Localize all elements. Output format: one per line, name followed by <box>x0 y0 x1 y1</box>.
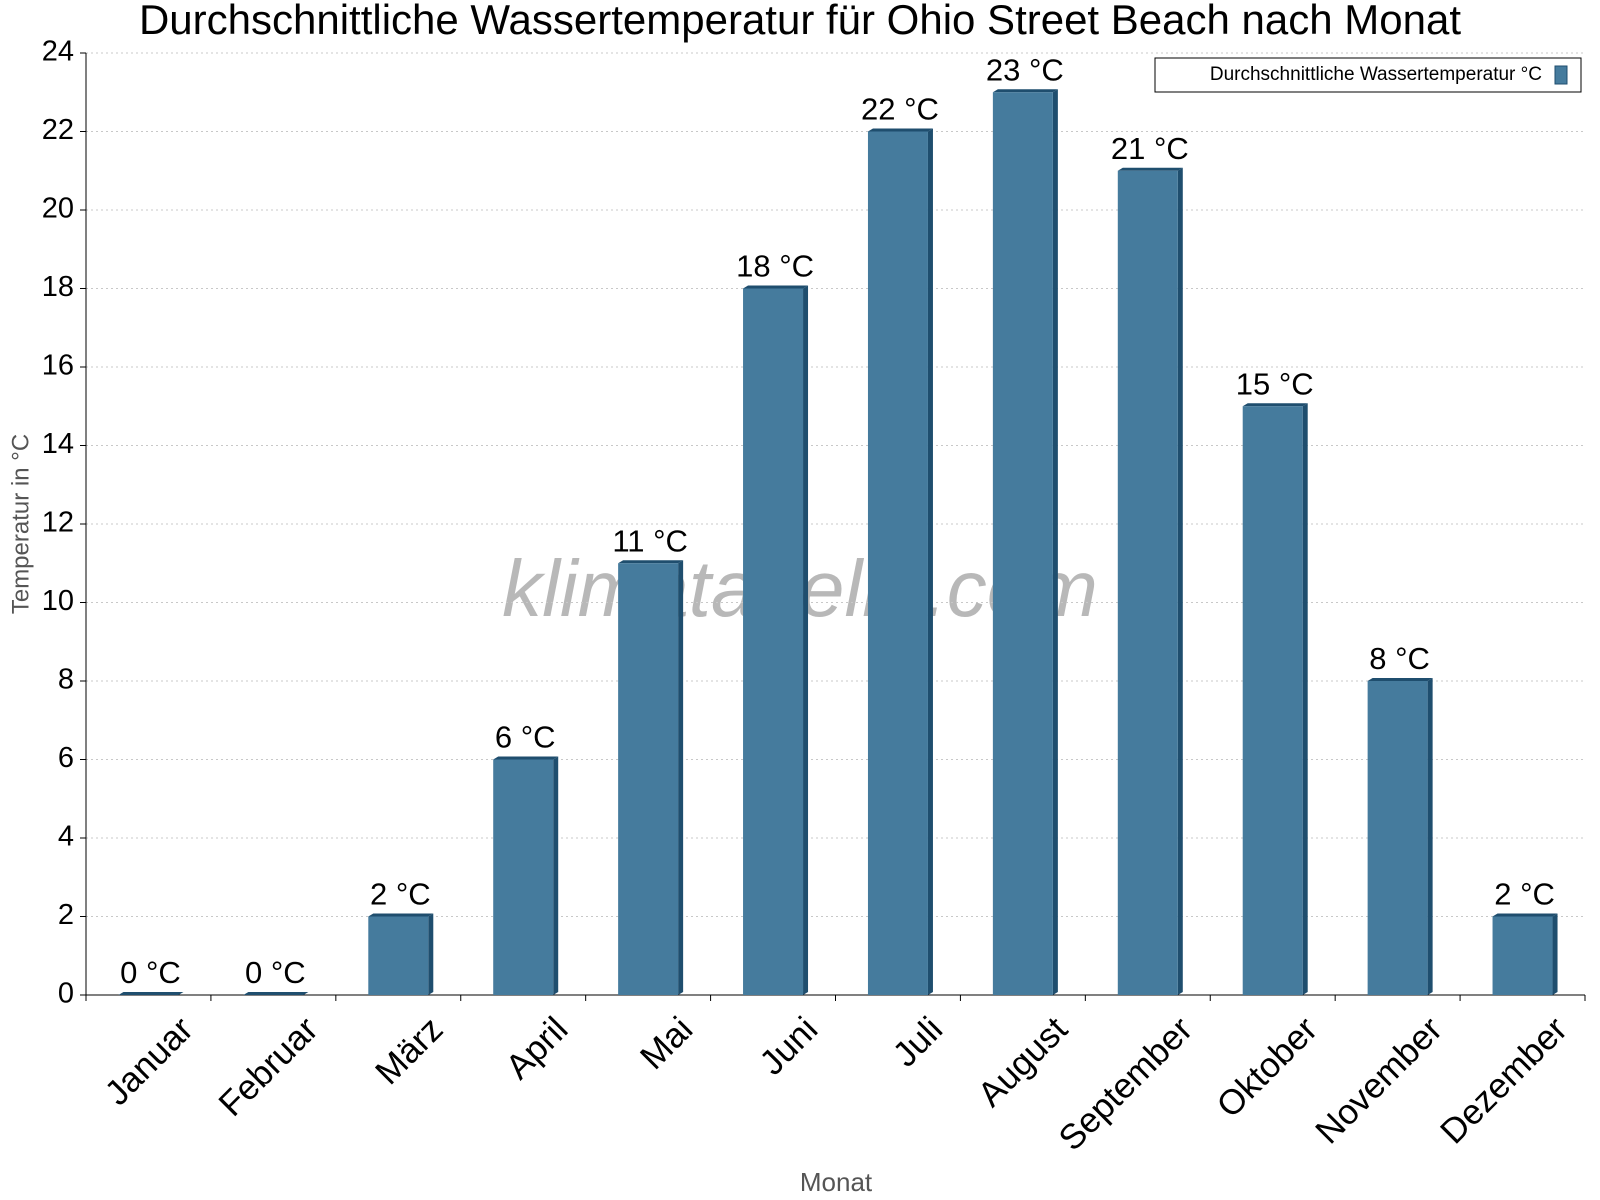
legend-swatch <box>1554 65 1568 85</box>
y-tick-label: 8 <box>58 664 74 696</box>
bar-top <box>1367 678 1433 681</box>
y-tick-label: 6 <box>58 742 74 774</box>
y-tick-label: 18 <box>42 271 74 303</box>
x-tick-label: Januar <box>97 1009 200 1112</box>
x-tick-label: August <box>970 1009 1075 1114</box>
bar-top <box>992 89 1058 93</box>
x-tick-label: Dezember <box>1433 1009 1575 1151</box>
y-tick-label: 0 <box>58 978 74 1010</box>
y-tick-label: 14 <box>42 428 74 460</box>
bar-side <box>1427 678 1433 995</box>
bar <box>1367 681 1428 995</box>
x-tick-label: März <box>368 1010 451 1093</box>
bar <box>1117 170 1178 995</box>
y-tick-label: 10 <box>42 585 74 617</box>
bar-side <box>803 285 809 995</box>
bar-side <box>678 560 684 995</box>
x-tick-label: April <box>498 1010 575 1087</box>
data-label: 18 °C <box>736 249 814 284</box>
y-tick-label: 24 <box>42 36 74 68</box>
y-tick-label: 2 <box>58 899 74 931</box>
chart-title: Durchschnittliche Wassertemperatur für O… <box>139 0 1461 43</box>
data-label: 21 °C <box>1111 131 1189 166</box>
bar-side <box>1177 167 1183 995</box>
y-tick-label: 20 <box>42 193 74 225</box>
x-tick-label: November <box>1308 1009 1450 1151</box>
bar-top <box>1242 403 1308 407</box>
data-label: 11 °C <box>612 523 688 558</box>
bar-side <box>1552 913 1558 995</box>
y-tick-label: 4 <box>58 821 74 853</box>
bar <box>368 916 429 995</box>
bar-top <box>867 128 933 132</box>
y-tick-label: 16 <box>42 350 74 382</box>
bar <box>743 288 804 995</box>
bar-side <box>927 128 933 995</box>
x-tick-label: Mai <box>633 1010 700 1077</box>
bar-top <box>743 285 809 289</box>
data-label: 15 °C <box>1236 366 1314 401</box>
legend-box <box>1154 57 1582 93</box>
bar <box>1492 916 1553 995</box>
y-axis-label: Temperatur in °C <box>7 434 34 614</box>
legend: Durchschnittliche Wassertemperatur °C <box>1154 57 1582 93</box>
bar-top <box>368 913 434 917</box>
x-axis-label: Monat <box>800 1167 873 1197</box>
bar <box>618 563 679 995</box>
x-tick-label: Juli <box>885 1010 950 1075</box>
bar <box>867 131 928 995</box>
data-label: 8 °C <box>1369 641 1430 676</box>
bar-side <box>1052 89 1058 995</box>
bar-top <box>618 560 684 564</box>
bar-top <box>493 756 559 760</box>
data-label: 2 °C <box>1494 877 1555 912</box>
data-label: 0 °C <box>120 955 181 990</box>
y-tick-label: 12 <box>42 507 74 539</box>
bar-top <box>243 992 309 995</box>
bar-side <box>1302 403 1308 995</box>
x-tick-label: Februar <box>211 1009 325 1123</box>
data-label: 6 °C <box>495 720 556 755</box>
data-label: 23 °C <box>986 52 1064 87</box>
bar-top <box>1492 913 1558 917</box>
bar <box>1242 406 1303 995</box>
bar <box>992 92 1053 995</box>
data-label: 22 °C <box>861 92 939 127</box>
y-tick-label: 22 <box>42 114 74 146</box>
bar-top <box>1117 167 1183 171</box>
bar <box>493 759 554 995</box>
data-label: 2 °C <box>370 877 431 912</box>
x-tick-label: Juni <box>752 1010 825 1083</box>
data-label: 0 °C <box>245 955 306 990</box>
x-tick-label: September <box>1051 1009 1200 1158</box>
bar-top <box>118 992 184 995</box>
bar-side <box>553 756 559 995</box>
x-tick-label: Oktober <box>1209 1009 1325 1125</box>
legend-label: Durchschnittliche Wassertemperatur °C <box>1210 64 1542 85</box>
bar-side <box>428 913 434 995</box>
